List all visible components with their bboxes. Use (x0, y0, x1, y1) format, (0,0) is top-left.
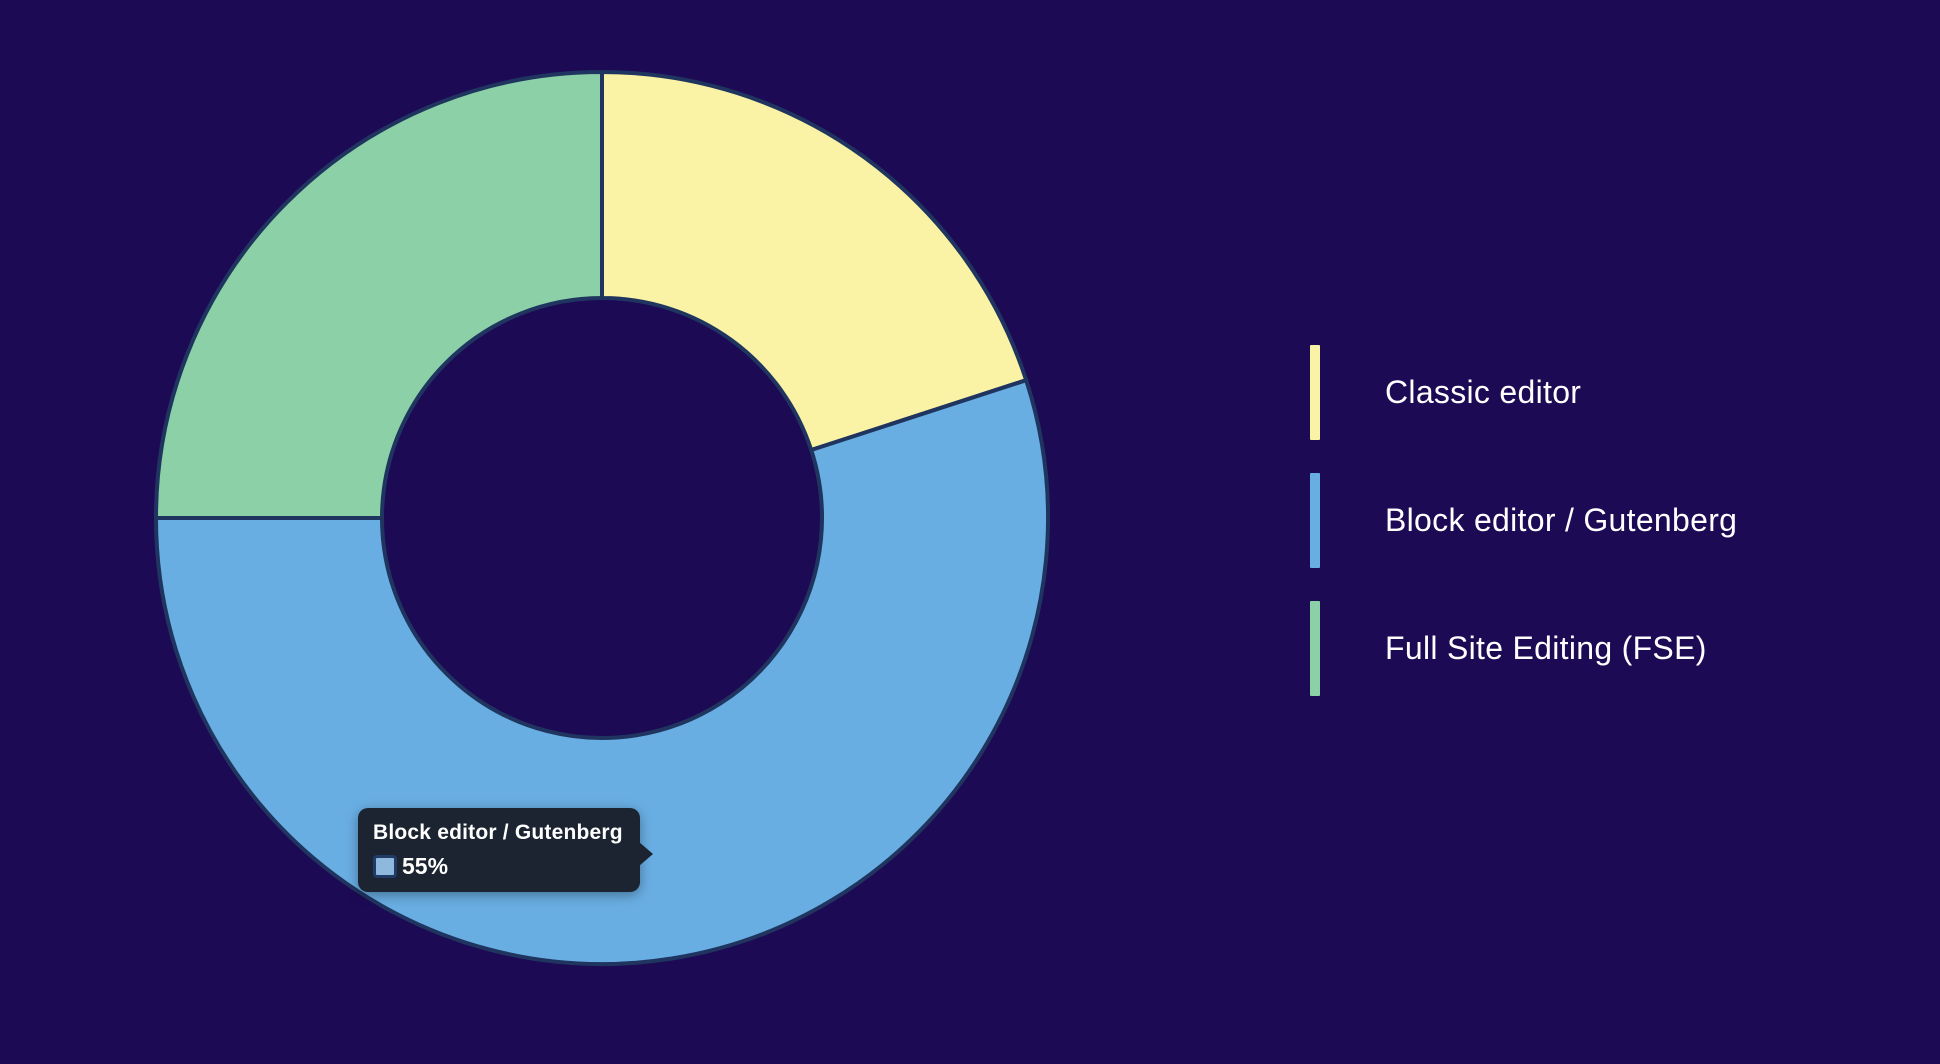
legend-item-classic-editor[interactable]: Classic editor (1310, 345, 1737, 440)
legend-item-block-editor-gutenberg[interactable]: Block editor / Gutenberg (1310, 473, 1737, 568)
legend-item-full-site-editing-fse[interactable]: Full Site Editing (FSE) (1310, 601, 1737, 696)
tooltip-arrow-icon (638, 842, 653, 866)
tooltip-value: 55% (402, 853, 449, 879)
legend-swatch-classic-editor (1310, 345, 1320, 440)
pie-slice-full-site-editing-fse[interactable] (154, 70, 604, 520)
legend-label-classic-editor: Classic editor (1385, 374, 1582, 410)
chart-legend: Classic editor Block editor / Gutenberg … (1310, 345, 1737, 696)
pie-slice-classic-editor[interactable] (600, 70, 1029, 453)
legend-swatch-full-site-editing-fse (1310, 601, 1320, 696)
legend-label-block-editor-gutenberg: Block editor / Gutenberg (1385, 502, 1738, 538)
tooltip-value-row: 55% (373, 853, 623, 880)
legend-swatch-block-editor-gutenberg (1310, 473, 1320, 568)
chart-tooltip: Block editor / Gutenberg 55% (358, 808, 653, 892)
tooltip-series-label: Block editor / Gutenberg (373, 821, 623, 844)
legend-label-full-site-editing-fse: Full Site Editing (FSE) (1385, 630, 1707, 666)
tooltip-color-swatch (373, 855, 397, 878)
